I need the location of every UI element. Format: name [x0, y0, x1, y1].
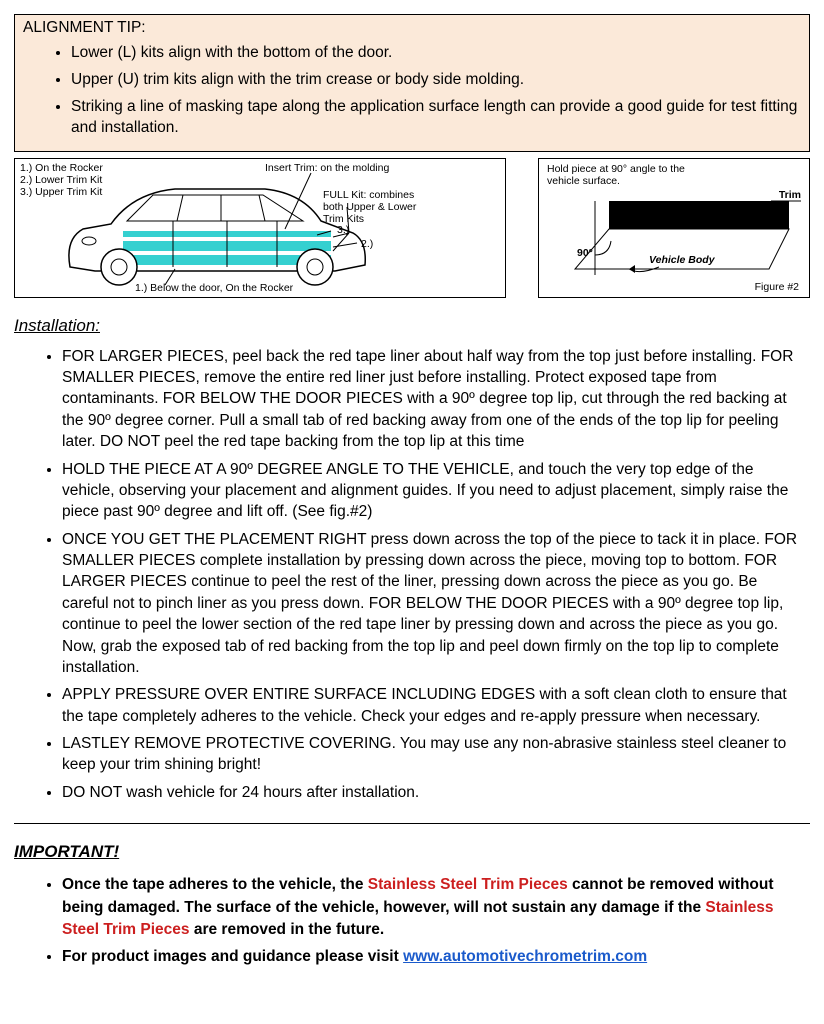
installation-list: FOR LARGER PIECES, peel back the red tap…	[14, 346, 800, 804]
install-step: ONCE YOU GET THE PLACEMENT RIGHT press d…	[62, 529, 800, 679]
important-list: Once the tape adheres to the vehicle, th…	[14, 874, 810, 968]
tip-item: Striking a line of masking tape along th…	[71, 97, 801, 139]
below-label: 1.) Below the door, On the Rocker	[135, 282, 293, 294]
important-text: are removed in the future.	[190, 921, 385, 938]
important-text: For product images and guidance please v…	[62, 948, 403, 965]
install-step: FOR LARGER PIECES, peel back the red tap…	[62, 346, 800, 453]
install-step: DO NOT wash vehicle for 24 hours after i…	[62, 782, 800, 803]
callout-2: 2.)	[361, 238, 373, 250]
insert-label: Insert Trim: on the molding	[265, 162, 389, 174]
important-text: Once the tape adheres to the vehicle, th…	[62, 876, 368, 893]
legend-3: 3.) Upper Trim Kit	[20, 186, 102, 198]
important-heading: IMPORTANT!	[14, 842, 810, 862]
tip-item: Upper (U) trim kits align with the trim …	[71, 70, 801, 91]
figure-label: Figure #2	[755, 281, 799, 293]
angle-diagram: Hold piece at 90° angle to the vehicle s…	[538, 158, 810, 298]
car-diagram: 1.) On the Rocker 2.) Lower Trim Kit 3.)…	[14, 158, 506, 298]
product-link[interactable]: www.automotivechrometrim.com	[403, 948, 647, 965]
install-step: LASTLEY REMOVE PROTECTIVE COVERING. You …	[62, 733, 800, 776]
legend-1: 1.) On the Rocker	[20, 162, 103, 174]
install-step: APPLY PRESSURE OVER ENTIRE SURFACE INCLU…	[62, 684, 800, 727]
red-highlight: Stainless Steel Trim Pieces	[368, 876, 568, 893]
important-item: For product images and guidance please v…	[62, 946, 810, 968]
legend-2: 2.) Lower Trim Kit	[20, 174, 102, 186]
callout-3: 3.)	[337, 224, 349, 236]
trim-label: Trim	[779, 189, 801, 201]
tip-item: Lower (L) kits align with the bottom of …	[71, 43, 801, 64]
angle-label: 90°	[577, 247, 593, 259]
installation-heading: Installation:	[14, 316, 810, 336]
diagram-row: 1.) On the Rocker 2.) Lower Trim Kit 3.)…	[14, 158, 810, 298]
full-kit-label: FULL Kit: combines both Upper & Lower Tr…	[323, 189, 433, 225]
hold-label: Hold piece at 90° angle to the vehicle s…	[547, 163, 707, 187]
alignment-tip-title: ALIGNMENT TIP:	[23, 19, 801, 37]
body-label: Vehicle Body	[649, 254, 715, 266]
alignment-tip-box: ALIGNMENT TIP: Lower (L) kits align with…	[14, 14, 810, 152]
section-divider	[14, 823, 810, 824]
important-item: Once the tape adheres to the vehicle, th…	[62, 874, 810, 941]
install-step: HOLD THE PIECE AT A 90º DEGREE ANGLE TO …	[62, 459, 800, 523]
